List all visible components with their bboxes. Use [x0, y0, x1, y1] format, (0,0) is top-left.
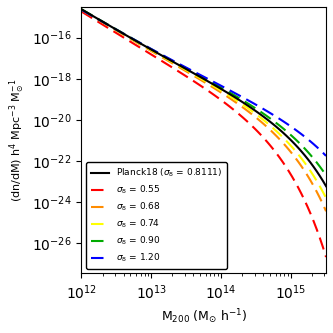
$\sigma_8$ = 0.68: [247, 110, 251, 114]
$\sigma_8$ = 0.68: [188, 72, 192, 76]
Y-axis label: (dn/dM) h$^4$ Mpc$^{-3}$ M$_{\odot}^{-1}$: (dn/dM) h$^4$ Mpc$^{-3}$ M$_{\odot}^{-1}…: [7, 79, 27, 202]
$\sigma_8$ = 1.20: [324, 154, 328, 158]
$\sigma_8$ = 1.20: [80, 8, 84, 12]
Line: $\sigma_8$ = 0.55: $\sigma_8$ = 0.55: [82, 12, 326, 257]
$\sigma_8$ = 0.74: [228, 94, 232, 98]
$\sigma_8$ = 0.90: [247, 102, 251, 106]
Planck18 ($\sigma_8$ = 0.8111): [324, 184, 328, 188]
$\sigma_8$ = 0.68: [228, 97, 232, 101]
$\sigma_8$ = 0.74: [188, 70, 192, 74]
$\sigma_8$ = 0.90: [228, 91, 232, 95]
$\sigma_8$ = 0.74: [324, 196, 328, 200]
$\sigma_8$ = 0.68: [225, 95, 229, 99]
Planck18 ($\sigma_8$ = 0.8111): [247, 104, 251, 108]
Line: $\sigma_8$ = 0.74: $\sigma_8$ = 0.74: [82, 10, 326, 198]
$\sigma_8$ = 0.68: [324, 209, 328, 213]
X-axis label: M$_{200}$ (M$_{\odot}$ h$^{-1}$): M$_{200}$ (M$_{\odot}$ h$^{-1}$): [161, 307, 247, 326]
$\sigma_8$ = 0.74: [225, 92, 229, 96]
$\sigma_8$ = 1.20: [296, 130, 300, 134]
$\sigma_8$ = 0.74: [247, 107, 251, 111]
$\sigma_8$ = 1.20: [237, 94, 241, 98]
$\sigma_8$ = 0.55: [188, 77, 192, 81]
$\sigma_8$ = 1.20: [228, 89, 232, 93]
Legend: Planck18 ($\sigma_8$ = 0.8111), $\sigma_8$ = 0.55, $\sigma_8$ = 0.68, $\sigma_8$: Planck18 ($\sigma_8$ = 0.8111), $\sigma_…: [86, 163, 227, 269]
$\sigma_8$ = 0.55: [225, 103, 229, 107]
$\sigma_8$ = 0.55: [228, 105, 232, 109]
$\sigma_8$ = 0.74: [80, 8, 84, 12]
Planck18 ($\sigma_8$ = 0.8111): [296, 146, 300, 150]
Line: $\sigma_8$ = 0.68: $\sigma_8$ = 0.68: [82, 10, 326, 211]
$\sigma_8$ = 1.20: [225, 87, 229, 91]
$\sigma_8$ = 0.55: [324, 255, 328, 259]
$\sigma_8$ = 0.55: [296, 185, 300, 189]
Planck18 ($\sigma_8$ = 0.8111): [237, 98, 241, 102]
$\sigma_8$ = 0.90: [225, 89, 229, 93]
$\sigma_8$ = 0.90: [324, 173, 328, 177]
Planck18 ($\sigma_8$ = 0.8111): [188, 69, 192, 73]
Line: $\sigma_8$ = 0.90: $\sigma_8$ = 0.90: [82, 9, 326, 175]
$\sigma_8$ = 1.20: [188, 68, 192, 72]
$\sigma_8$ = 0.68: [80, 8, 84, 12]
$\sigma_8$ = 0.55: [247, 121, 251, 125]
$\sigma_8$ = 0.68: [237, 103, 241, 107]
$\sigma_8$ = 0.90: [188, 68, 192, 72]
$\sigma_8$ = 0.55: [237, 113, 241, 117]
Line: Planck18 ($\sigma_8$ = 0.8111): Planck18 ($\sigma_8$ = 0.8111): [82, 9, 326, 186]
$\sigma_8$ = 0.90: [296, 140, 300, 144]
$\sigma_8$ = 1.20: [247, 99, 251, 103]
Planck18 ($\sigma_8$ = 0.8111): [228, 92, 232, 96]
Line: $\sigma_8$ = 1.20: $\sigma_8$ = 1.20: [82, 10, 326, 156]
$\sigma_8$ = 0.74: [237, 100, 241, 104]
$\sigma_8$ = 0.90: [237, 96, 241, 100]
$\sigma_8$ = 0.68: [296, 160, 300, 164]
Planck18 ($\sigma_8$ = 0.8111): [225, 91, 229, 95]
$\sigma_8$ = 0.90: [80, 7, 84, 11]
$\sigma_8$ = 0.74: [296, 152, 300, 156]
$\sigma_8$ = 0.55: [80, 10, 84, 14]
Planck18 ($\sigma_8$ = 0.8111): [80, 7, 84, 11]
